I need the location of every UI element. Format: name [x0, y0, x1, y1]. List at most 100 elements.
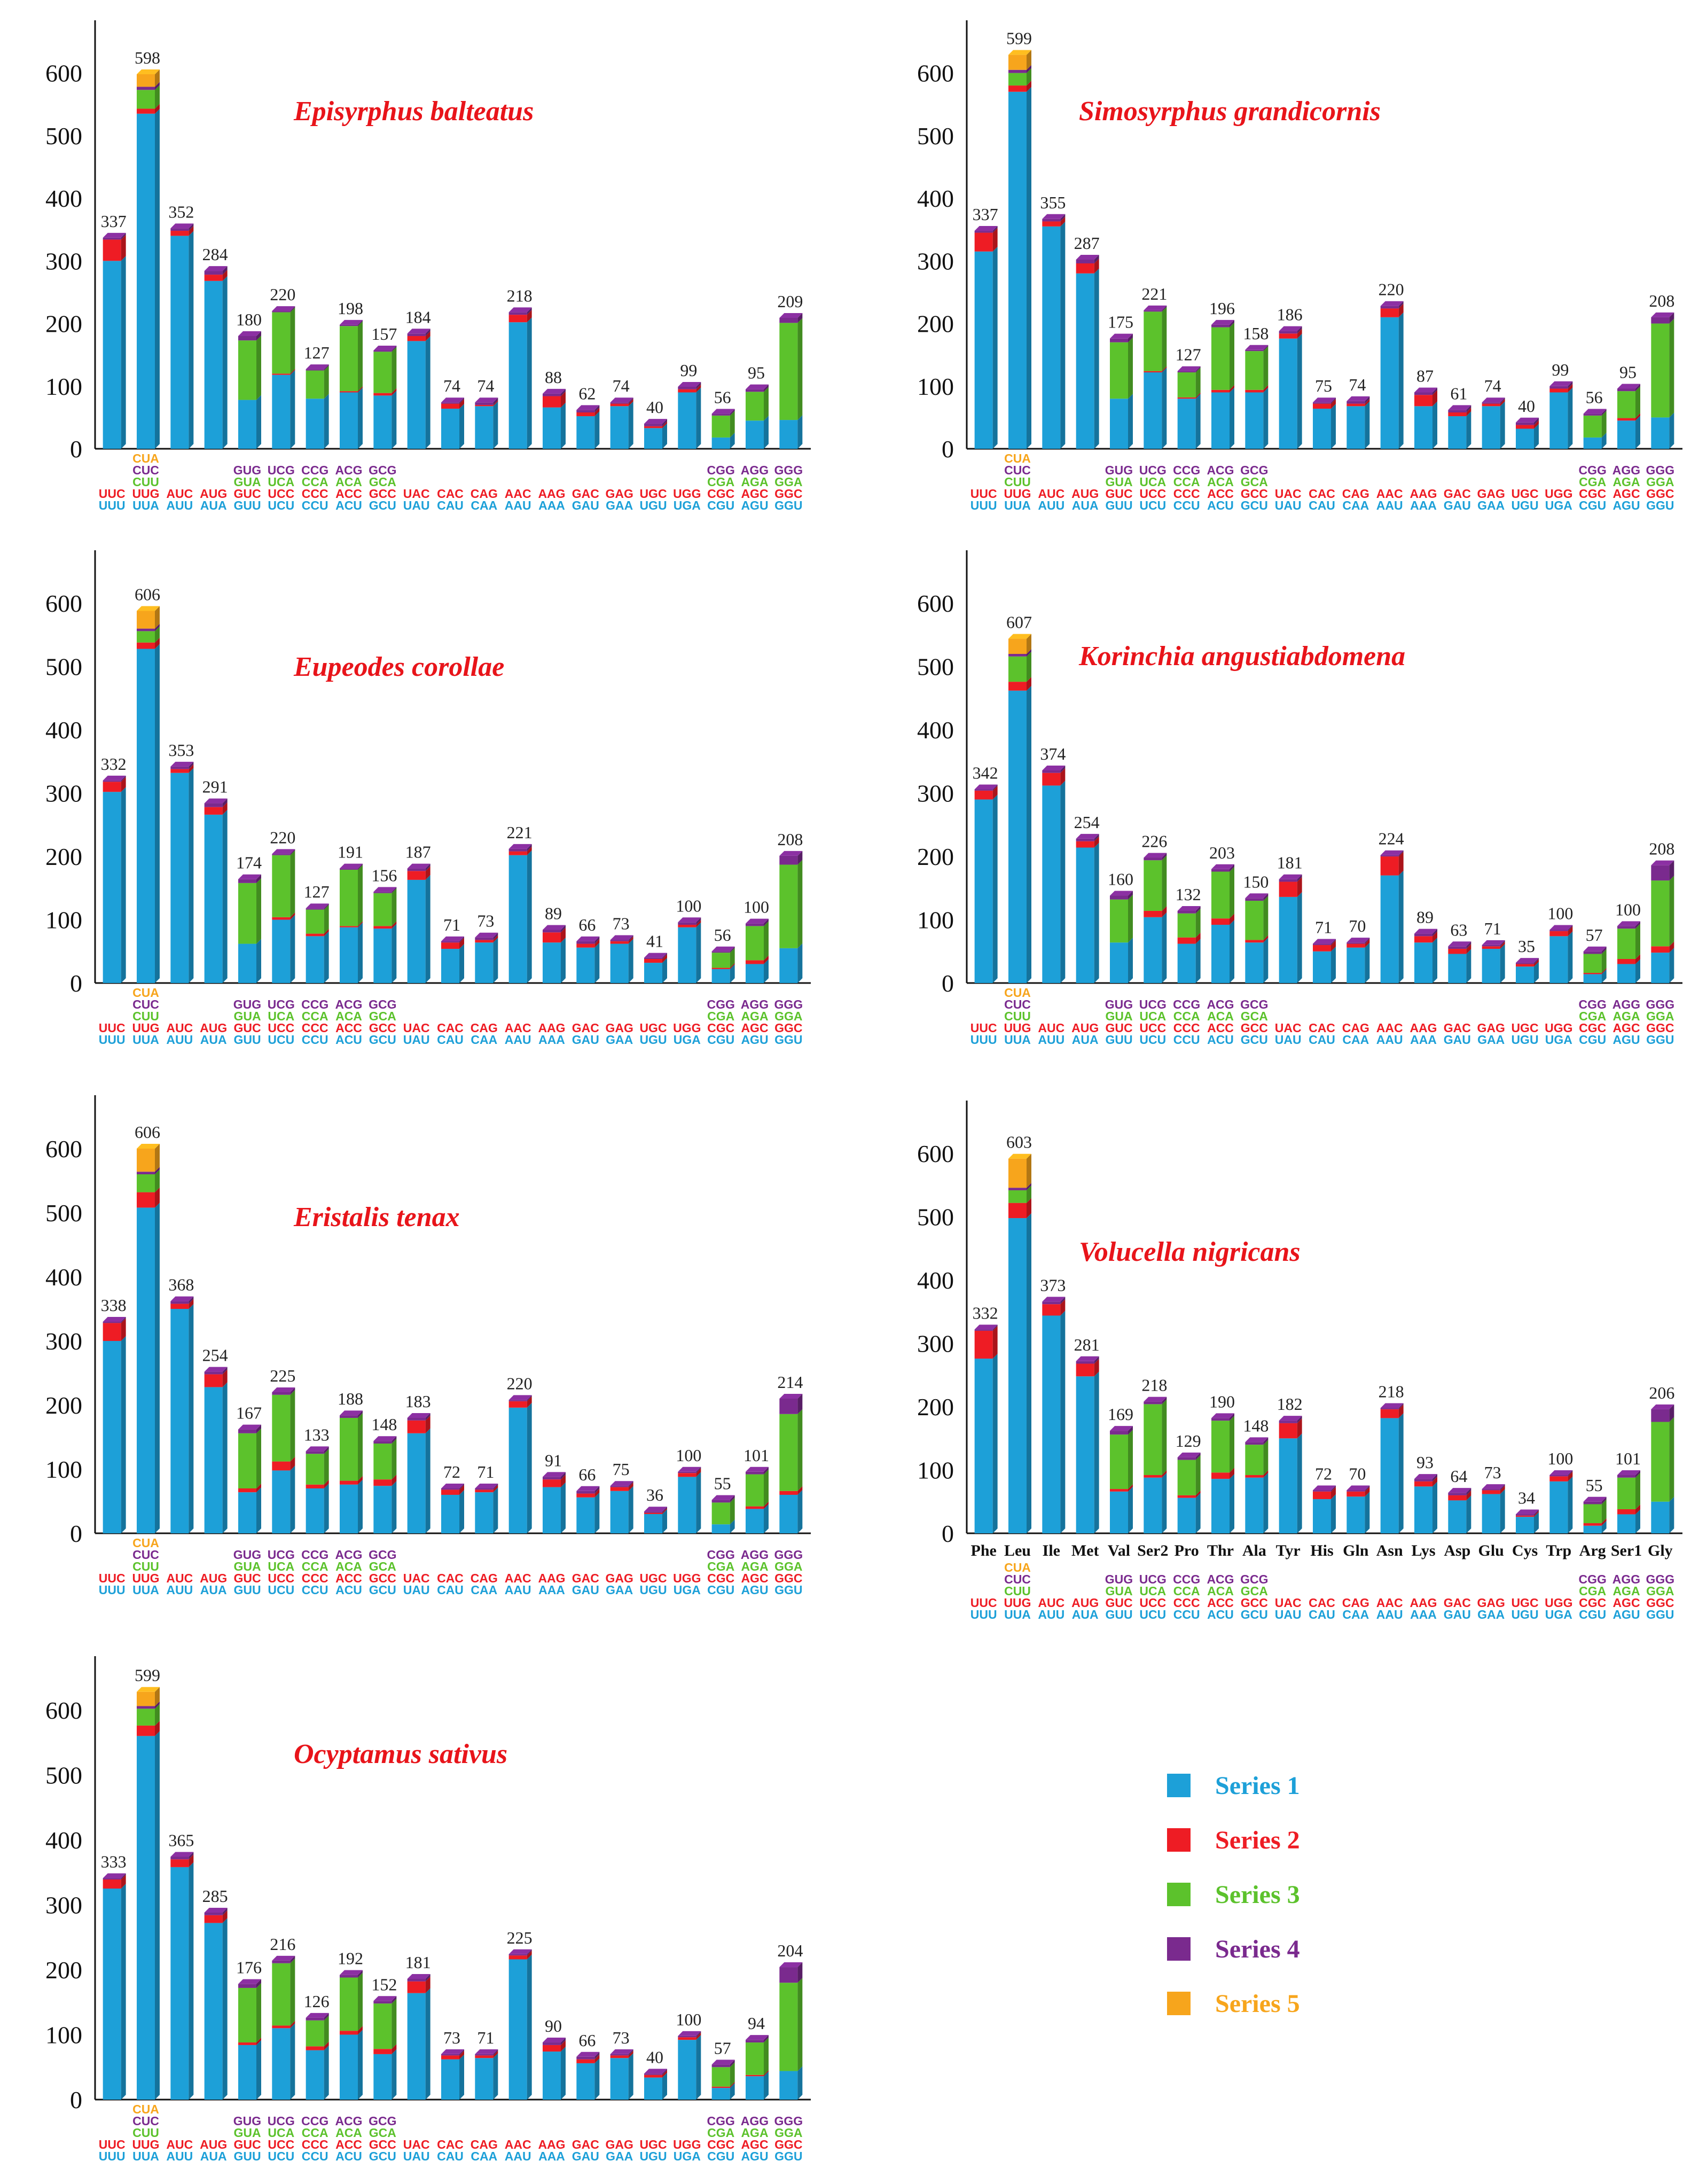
- bar-segment-series-4: [204, 803, 223, 807]
- bar-group-21-19: 55: [1583, 1476, 1607, 1533]
- bar-group-21-13: 218: [507, 286, 533, 449]
- bar-group-21-8: 191: [338, 843, 363, 983]
- bar-segment-series-2: [779, 1491, 798, 1495]
- bar-group-21-1: 333: [101, 1852, 127, 2100]
- bar-segment-series-2: [373, 1479, 392, 1486]
- bar-segment-series-2: [103, 782, 121, 792]
- bar-segment-series-1: [974, 1359, 993, 1533]
- bar-segment-series-4: [407, 1978, 426, 1982]
- bar-side-series-1: [992, 1354, 998, 1533]
- bar-segment-series-4: [1380, 1408, 1399, 1409]
- bar-side-series-4: [527, 844, 532, 852]
- y-tick-label: 600: [917, 60, 954, 87]
- bar-value-label: 208: [1649, 839, 1674, 859]
- bar-side-series-2: [1162, 906, 1167, 917]
- codon-label: GGC: [1646, 487, 1674, 501]
- bar-segment-series-4: [103, 237, 121, 240]
- codon-label: GAC: [572, 487, 599, 501]
- bar-value-label: 75: [1315, 376, 1332, 395]
- codon-label: ACC: [335, 487, 362, 501]
- bar-segment-series-3: [779, 1983, 798, 2071]
- bar-side-series-3: [358, 1413, 363, 1481]
- bar-top-cap: [543, 925, 566, 930]
- bar-group-21-12: 70: [1346, 1464, 1370, 1533]
- codon-label: UGA: [674, 498, 701, 512]
- bar-value-label: 91: [545, 1450, 562, 1470]
- bar-side-series-1: [290, 1465, 295, 1533]
- bar-segment-series-4: [407, 868, 426, 871]
- bar-value-label: 71: [443, 915, 460, 934]
- bar-side-series-1: [459, 944, 464, 983]
- bar-segment-series-1: [306, 1488, 324, 1533]
- bar-value-label: 374: [1040, 744, 1066, 763]
- bar-side-series-4: [459, 936, 464, 943]
- bar-side-series-3: [1230, 867, 1234, 919]
- codon-label: GGA: [774, 475, 802, 489]
- codon-label: CUU: [132, 2126, 159, 2140]
- bar-segment-series-4: [779, 1967, 798, 1983]
- bar-segment-series-2: [407, 1981, 426, 1993]
- codon-label: CUU: [132, 1009, 159, 1023]
- bar-segment-series-4: [306, 1451, 324, 1454]
- bar-segment-series-1: [1583, 437, 1602, 449]
- bar-top-cap: [1177, 1452, 1201, 1457]
- codon-label: CUA: [1004, 986, 1031, 1000]
- codon-label: AGC: [741, 2138, 768, 2151]
- bar-side-series-2: [561, 1475, 566, 1487]
- codon-label: UUG: [1004, 1021, 1031, 1035]
- bar-group-21-12: 70: [1346, 916, 1370, 983]
- bar-side-series-1: [1601, 432, 1607, 449]
- bar-group-21-5: 174: [236, 853, 262, 983]
- bar-segment-series-3: [272, 312, 291, 374]
- bar-side-series-3: [392, 1999, 397, 2049]
- codon-label: CGG: [707, 1548, 734, 1562]
- bar-group-21-6: 218: [1141, 1376, 1167, 1533]
- bar-side-series-1: [155, 108, 160, 449]
- bar-side-series-4: [324, 903, 329, 910]
- bar-segment-series-4: [1008, 1188, 1027, 1190]
- bar-segment-series-2: [576, 2059, 595, 2063]
- bar-segment-series-2: [1414, 936, 1432, 943]
- bar-segment-series-4: [543, 2042, 561, 2045]
- bar-side-series-4: [527, 1395, 532, 1401]
- y-tick-label: 300: [45, 1328, 82, 1355]
- bar-group-21-1: 332: [973, 1304, 998, 1533]
- bar-value-label: 132: [1176, 885, 1201, 904]
- bar-segment-series-2: [272, 2025, 291, 2029]
- bar-side-series-5: [155, 1687, 160, 1706]
- bar-side-series-2: [459, 399, 464, 409]
- bar-segment-series-1: [779, 948, 798, 983]
- bar-value-label: 126: [304, 1992, 330, 2011]
- bar-side-series-2: [493, 400, 498, 407]
- bar-top-cap: [1313, 939, 1336, 944]
- bar-segment-series-1: [1177, 1497, 1196, 1533]
- bar-segment-series-1: [1516, 966, 1534, 983]
- bar-segment-series-1: [746, 420, 764, 449]
- codon-label: UAU: [403, 2149, 430, 2163]
- codon-label: GAG: [1477, 1021, 1505, 1035]
- bar-top-cap: [170, 761, 194, 767]
- bar-side-series-2: [696, 1468, 701, 1477]
- bar-segment-series-2: [103, 1879, 121, 1889]
- bar-side-series-4: [1162, 305, 1167, 312]
- codon-label: UAU: [1275, 1608, 1302, 1621]
- bar-value-label: 254: [202, 1346, 228, 1365]
- bar-side-series-4: [1195, 906, 1201, 914]
- y-tick-label: 600: [45, 1697, 82, 1724]
- bar-value-label: 100: [676, 896, 701, 915]
- bar-side-series-3: [324, 904, 329, 934]
- bar-side-series-3: [730, 2062, 735, 2087]
- bar-segment-series-4: [1042, 219, 1061, 222]
- bar-group-21-11: 71: [441, 915, 464, 983]
- bar-group-21-10: 183: [405, 1392, 431, 1533]
- bar-segment-series-4: [1617, 926, 1635, 929]
- codon-label: GCC: [1241, 1021, 1268, 1035]
- codon-label: GCA: [1241, 1009, 1268, 1023]
- bar-segment-series-3: [1008, 656, 1027, 682]
- bar-segment-series-2: [441, 403, 459, 409]
- bar-side-series-4: [797, 313, 803, 323]
- y-tick-label: 600: [45, 1135, 82, 1163]
- bar-segment-series-4: [974, 231, 993, 233]
- codon-label: UUC: [970, 1596, 997, 1610]
